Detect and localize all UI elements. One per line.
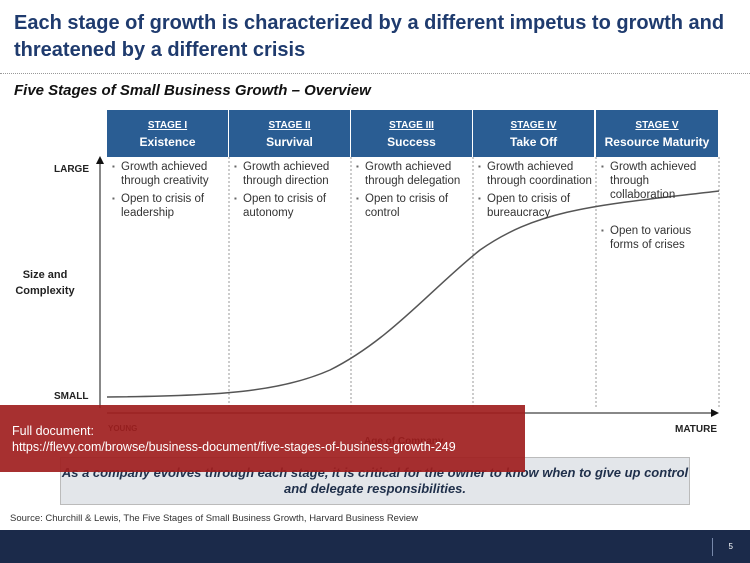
footer-bar bbox=[0, 530, 750, 563]
footer-divider bbox=[712, 538, 713, 556]
bullet: Growth achieved through creativity bbox=[112, 160, 227, 188]
stage-header: STAGE II Survival bbox=[229, 110, 351, 157]
bullet: Open to crisis of autonomy bbox=[234, 192, 349, 220]
divider bbox=[0, 73, 750, 74]
stage-header: STAGE I Existence bbox=[107, 110, 229, 157]
bullet-list: Growth achieved through creativity Open t… bbox=[111, 160, 227, 220]
y-top: LARGE bbox=[54, 164, 89, 175]
stage-name: Take Off bbox=[509, 135, 558, 149]
stage-bullets: Growth achieved through direction Open to… bbox=[233, 160, 349, 224]
title: Each stage of growth is characterized by… bbox=[14, 12, 725, 61]
bullet: Open to crisis of leadership bbox=[112, 192, 227, 220]
stage-label: STAGE I bbox=[147, 120, 188, 131]
bullet-list: Growth achieved through delegation Open t… bbox=[355, 160, 471, 220]
stage-header: STAGE V Resource Maturity bbox=[596, 110, 719, 157]
page-number: 5 bbox=[728, 542, 733, 551]
stage-name: Success bbox=[387, 135, 436, 149]
stage-bullets: Growth achieved through collaboration Ope… bbox=[600, 160, 716, 256]
bullet: Open to various forms of crises bbox=[601, 224, 716, 252]
stage-label: STAGE III bbox=[389, 120, 434, 131]
y-label: Size and Complexity bbox=[15, 269, 75, 297]
stage-name: Survival bbox=[266, 135, 313, 149]
bullet-list: Growth achieved through direction Open to… bbox=[233, 160, 349, 220]
stage-bullets: Growth achieved through delegation Open t… bbox=[355, 160, 471, 224]
bullet-list: Growth achieved through coordination Open… bbox=[477, 160, 593, 220]
bullet: Growth achieved through coordination bbox=[478, 160, 593, 188]
bullet: Growth achieved through collaboration bbox=[601, 160, 716, 202]
bullet: Open to crisis of bureaucracy bbox=[478, 192, 593, 220]
stage-bullets: Growth achieved through creativity Open t… bbox=[111, 160, 227, 224]
banner-heading: Full document: bbox=[12, 424, 94, 438]
bullet: Growth achieved through direction bbox=[234, 160, 349, 188]
bullet-list: Growth achieved through collaboration Ope… bbox=[600, 160, 716, 252]
stage-label: STAGE II bbox=[268, 120, 311, 131]
document-banner[interactable]: Full document: https://flevy.com/browse/… bbox=[0, 405, 525, 472]
stage-header: STAGE IV Take Off bbox=[473, 110, 595, 157]
bullet: Open to crisis of control bbox=[356, 192, 471, 220]
x-right: MATURE bbox=[675, 424, 718, 435]
stage-name: Existence bbox=[139, 135, 196, 149]
stage-bullets: Growth achieved through coordination Open… bbox=[477, 160, 593, 224]
stage-label: STAGE IV bbox=[510, 120, 557, 131]
stage-name: Resource Maturity bbox=[604, 135, 710, 149]
banner-url[interactable]: https://flevy.com/browse/business-docume… bbox=[12, 440, 456, 454]
source: Source: Churchill & Lewis, The Five Stag… bbox=[10, 513, 418, 524]
subtitle: Five Stages of Small Business Growth – O… bbox=[14, 82, 371, 99]
stage-header: STAGE III Success bbox=[351, 110, 473, 157]
stage-label: STAGE V bbox=[635, 120, 679, 131]
bullet: Growth achieved through delegation bbox=[356, 160, 471, 188]
y-bottom: SMALL bbox=[54, 391, 89, 402]
column-dividers bbox=[228, 157, 720, 408]
